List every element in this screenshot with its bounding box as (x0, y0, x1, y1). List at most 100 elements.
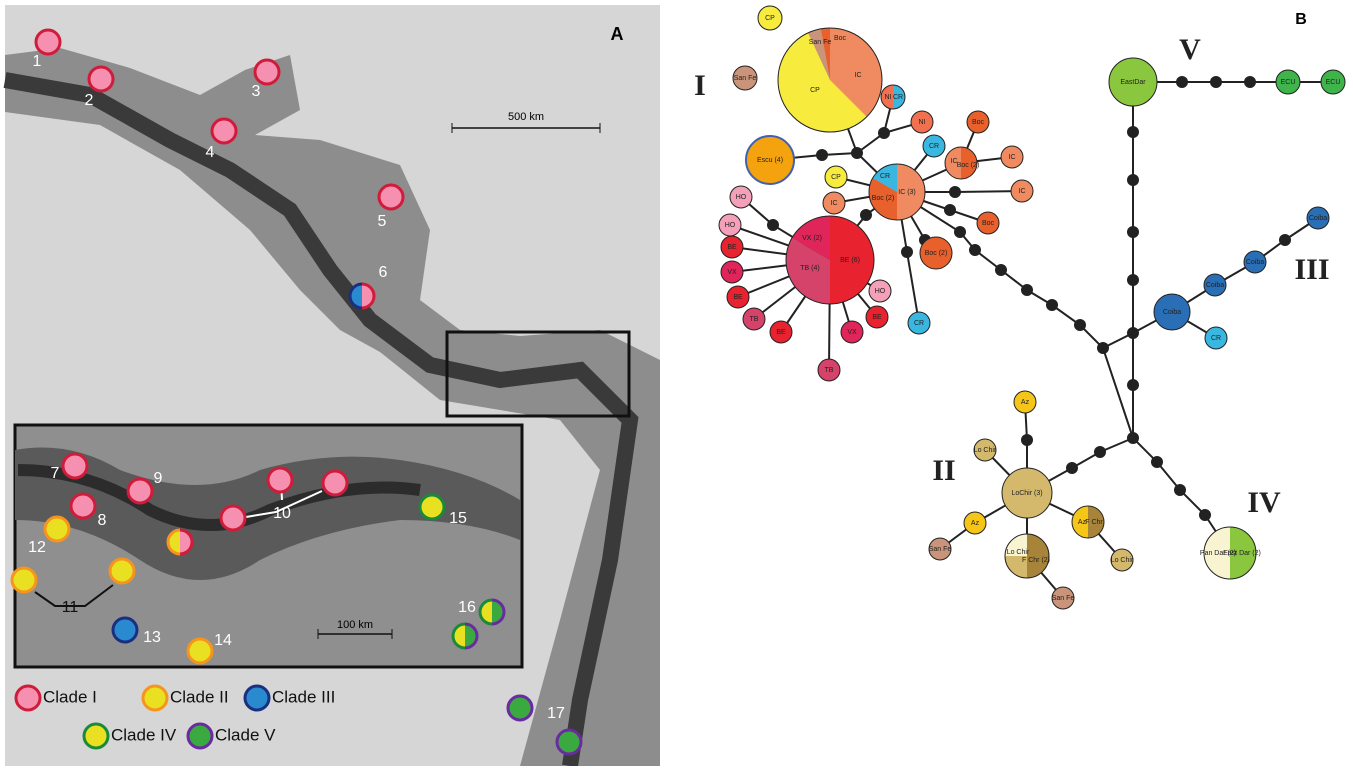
haplotype-label: Coiba (1309, 215, 1327, 222)
figure: 500 km 100 km A B CPSan FeCPICSan FeBocE… (0, 0, 1353, 766)
site-label: 9 (154, 470, 163, 487)
site-label: 16 (458, 599, 476, 616)
median-vector (949, 186, 961, 198)
haplotype-label: CP (765, 15, 775, 22)
site-marker (212, 119, 236, 143)
haplotype-label: BE (733, 294, 743, 301)
haplotype-label: Boc (2) (872, 195, 895, 202)
panel-label: B (1295, 11, 1307, 28)
haplotype-label: NI (885, 94, 892, 101)
panel-label: A (611, 24, 624, 44)
site-label: 7 (51, 465, 60, 482)
site-marker (12, 568, 36, 592)
median-vector (1021, 434, 1033, 446)
haplotype-label: CR (880, 173, 890, 180)
haplotype-label: IC (855, 72, 862, 79)
haplotype-label: CR (914, 320, 924, 327)
median-vector (1174, 484, 1186, 496)
median-vector (1279, 234, 1291, 246)
median-vector (851, 147, 863, 159)
site-label: 13 (143, 629, 161, 646)
site-marker (323, 471, 347, 495)
haplotype-label: CR (893, 94, 903, 101)
site-marker (16, 686, 40, 710)
haplotype-label: Boc (972, 119, 985, 126)
median-vector (1127, 327, 1139, 339)
site-marker (84, 724, 108, 748)
haplotype-label: CP (831, 174, 841, 181)
median-vector (860, 209, 872, 221)
site-label: 3 (252, 83, 261, 100)
median-vector (767, 219, 779, 231)
haplotype-label: San Fe (734, 75, 757, 82)
haplotype-label: Boc (834, 35, 847, 42)
median-vector (1127, 274, 1139, 286)
median-vector (944, 204, 956, 216)
median-vector (1127, 379, 1139, 391)
site-marker (221, 506, 245, 530)
clade-label: V (1179, 33, 1201, 66)
haplotype-label: BE (6) (840, 257, 860, 264)
haplotype-label: Lo Chir (974, 447, 997, 454)
site-marker (63, 454, 87, 478)
median-vector (1244, 76, 1256, 88)
haplotype-label: IC (831, 200, 838, 207)
haplotype-label: Az (1021, 399, 1030, 406)
median-vector (1127, 126, 1139, 138)
haplotype-label: Boc (982, 220, 995, 227)
clade-label: I (694, 69, 706, 102)
site-label: 4 (206, 144, 215, 161)
site-marker (45, 517, 69, 541)
haplotype-label: Coiba (1246, 259, 1264, 266)
site-label: 12 (28, 539, 46, 556)
haplotype-label: HO (875, 288, 886, 295)
haplotype-label: IC (1009, 154, 1016, 161)
site-marker (89, 67, 113, 91)
haplotype-label: IC (1019, 188, 1026, 195)
legend-label: Clade III (272, 687, 335, 706)
site-marker (71, 494, 95, 518)
haplotype-label: LoChir (3) (1011, 490, 1042, 497)
haplotype-label: ECU (1281, 79, 1296, 86)
site-marker (268, 468, 292, 492)
clade-label: III (1294, 253, 1329, 286)
haplotype-label: BE (872, 314, 882, 321)
median-vector (901, 246, 913, 258)
median-vector (1176, 76, 1188, 88)
haplotype-label: IC (3) (898, 189, 916, 196)
median-vector (1127, 432, 1139, 444)
site-marker (188, 639, 212, 663)
median-vector (1127, 174, 1139, 186)
haplotype-label: BE (776, 329, 786, 336)
haplotype-label: Escu (4) (757, 157, 783, 164)
site-marker (143, 686, 167, 710)
median-vector (969, 244, 981, 256)
scale-label: 500 km (508, 111, 544, 123)
scale-label: 100 km (337, 619, 373, 631)
site-label: 1 (33, 53, 42, 70)
site-marker (188, 724, 212, 748)
site-marker (36, 30, 60, 54)
median-vector (1199, 509, 1211, 521)
haplotype-label: San Fe (1052, 595, 1075, 602)
haplotype-label: San Fe (929, 546, 952, 553)
legend-label: Clade II (170, 687, 229, 706)
site-marker (508, 696, 532, 720)
haplotype-label: VX (727, 269, 737, 276)
haplotype-label: Boc (2) (925, 250, 948, 257)
haplotype-label: HO (725, 222, 736, 229)
median-vector (1066, 462, 1078, 474)
haplotype-label: Coiba (1163, 309, 1181, 316)
site-label: 11 (62, 599, 79, 616)
haplotype-label: San Fe (809, 39, 832, 46)
site-label: 10 (273, 505, 291, 522)
median-vector (954, 226, 966, 238)
site-marker (245, 686, 269, 710)
median-vector (1127, 226, 1139, 238)
site-marker (110, 559, 134, 583)
legend-label: Clade V (215, 725, 276, 744)
haplotype-label: F Chr (1085, 519, 1103, 526)
median-vector (1021, 284, 1033, 296)
median-vector (878, 127, 890, 139)
haplotype-label: East Dar (2) (1223, 550, 1261, 557)
